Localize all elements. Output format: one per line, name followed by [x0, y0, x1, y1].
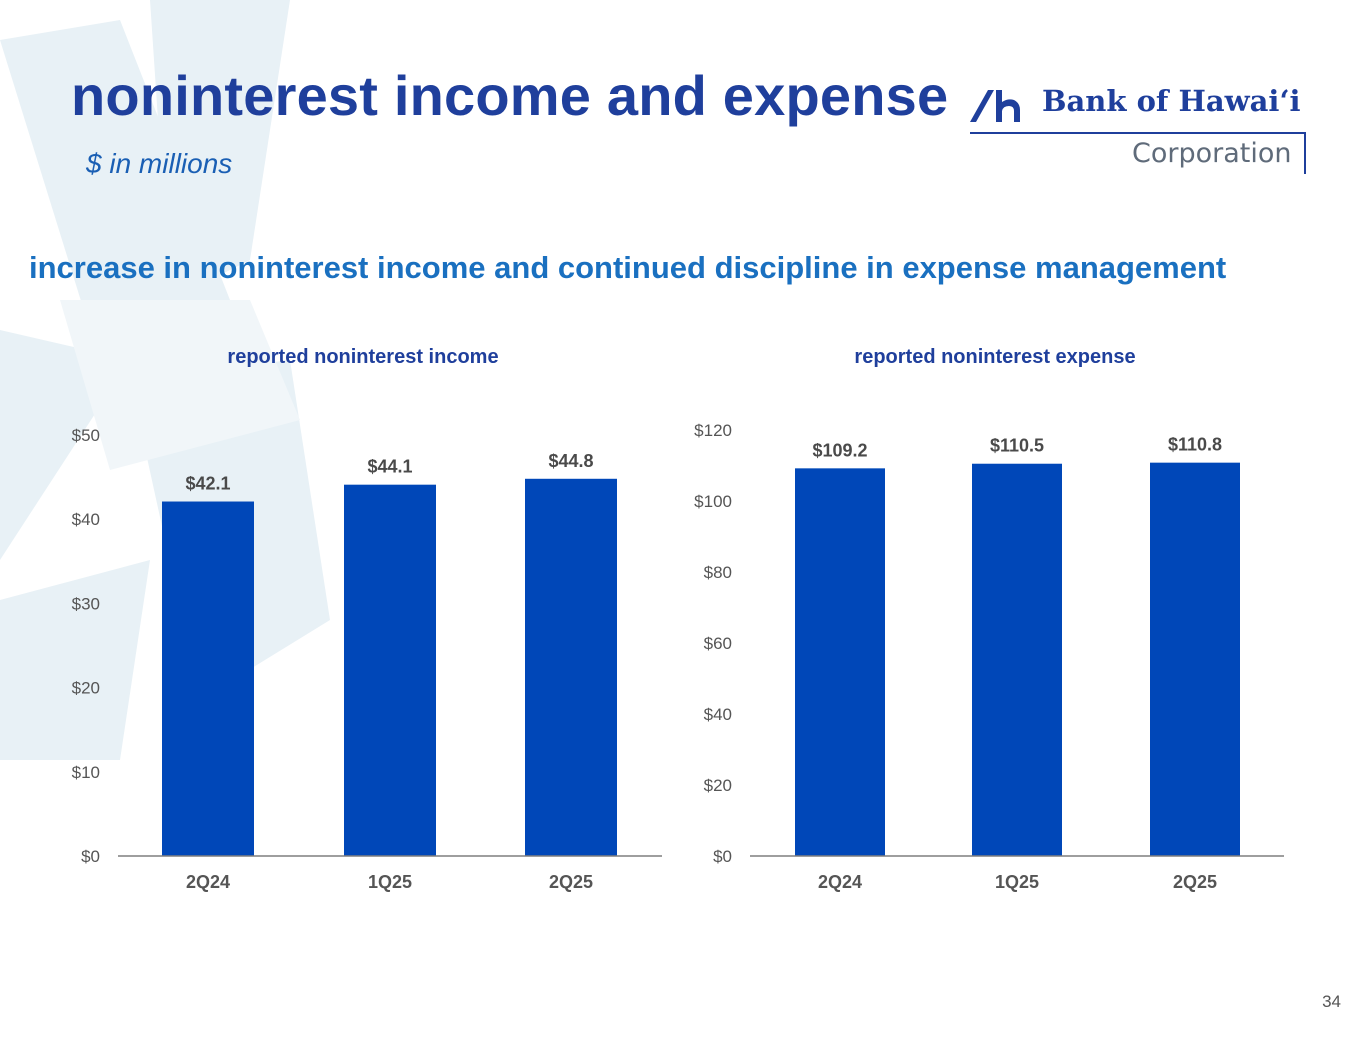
- y-tick-label: $120: [694, 421, 732, 440]
- page-title: noninterest income and expense: [71, 64, 949, 127]
- y-tick-label: $20: [72, 679, 100, 698]
- y-tick-label: $20: [704, 776, 732, 795]
- chart-title: reported noninterest income: [227, 346, 499, 368]
- bar: [344, 484, 436, 856]
- bar: [795, 468, 885, 856]
- y-tick-label: $60: [704, 634, 732, 653]
- company-logo: Bank of Hawaiʻi Corporation: [966, 76, 1311, 178]
- x-tick-label: 1Q25: [368, 872, 412, 892]
- chart-title: reported noninterest expense: [854, 346, 1136, 368]
- y-tick-label: $0: [713, 847, 732, 866]
- data-label: $42.1: [185, 474, 230, 494]
- y-tick-label: $40: [72, 510, 100, 529]
- logo-rule-vertical: [1304, 132, 1306, 174]
- bar: [1150, 462, 1240, 856]
- data-label: $110.8: [1168, 435, 1222, 455]
- data-label: $44.1: [367, 457, 412, 477]
- data-label: $109.2: [812, 440, 867, 460]
- bar: [162, 501, 254, 856]
- y-tick-label: $50: [72, 426, 100, 445]
- x-tick-label: 1Q25: [995, 872, 1039, 892]
- logo-subtitle: Corporation: [1132, 138, 1292, 169]
- x-tick-label: 2Q25: [1173, 872, 1217, 892]
- x-tick-label: 2Q25: [549, 872, 593, 892]
- x-tick-label: 2Q24: [818, 872, 862, 892]
- data-label: $44.8: [548, 451, 593, 471]
- chart-plot: $0 $20 $40 $60 $80 $100 $120 $109.2 2Q24 $110.5 1Q…: [694, 421, 1284, 892]
- y-tick-label: $0: [81, 847, 100, 866]
- y-tick-label: $40: [704, 705, 732, 724]
- logo-rule-horizontal: [970, 132, 1306, 134]
- noninterest-expense-chart: reported noninterest expense $0 $20 $40 $60…: [670, 330, 1320, 910]
- chart-plot: $0 $10 $20 $30 $40 $50 $42.1 2Q24 $44.1 1Q25 $44.8…: [72, 426, 662, 892]
- x-tick-label: 2Q24: [186, 872, 230, 892]
- page-number: 34: [1322, 992, 1341, 1011]
- data-label: $110.5: [990, 436, 1044, 456]
- y-tick-label: $30: [72, 594, 100, 613]
- page-subtitle: $ in millions: [86, 148, 233, 179]
- headline: increase in noninterest income and conti…: [29, 250, 1227, 285]
- noninterest-income-chart: reported noninterest income $0 $10 $20 $30 $…: [38, 330, 688, 910]
- y-tick-label: $100: [694, 492, 732, 511]
- y-tick-label: $10: [72, 763, 100, 782]
- logo-name: Bank of Hawaiʻi: [1042, 84, 1301, 118]
- y-tick-label: $80: [704, 563, 732, 582]
- bank-of-hawaii-mark-icon: [966, 86, 1024, 124]
- bar: [972, 463, 1062, 856]
- bar: [525, 478, 617, 856]
